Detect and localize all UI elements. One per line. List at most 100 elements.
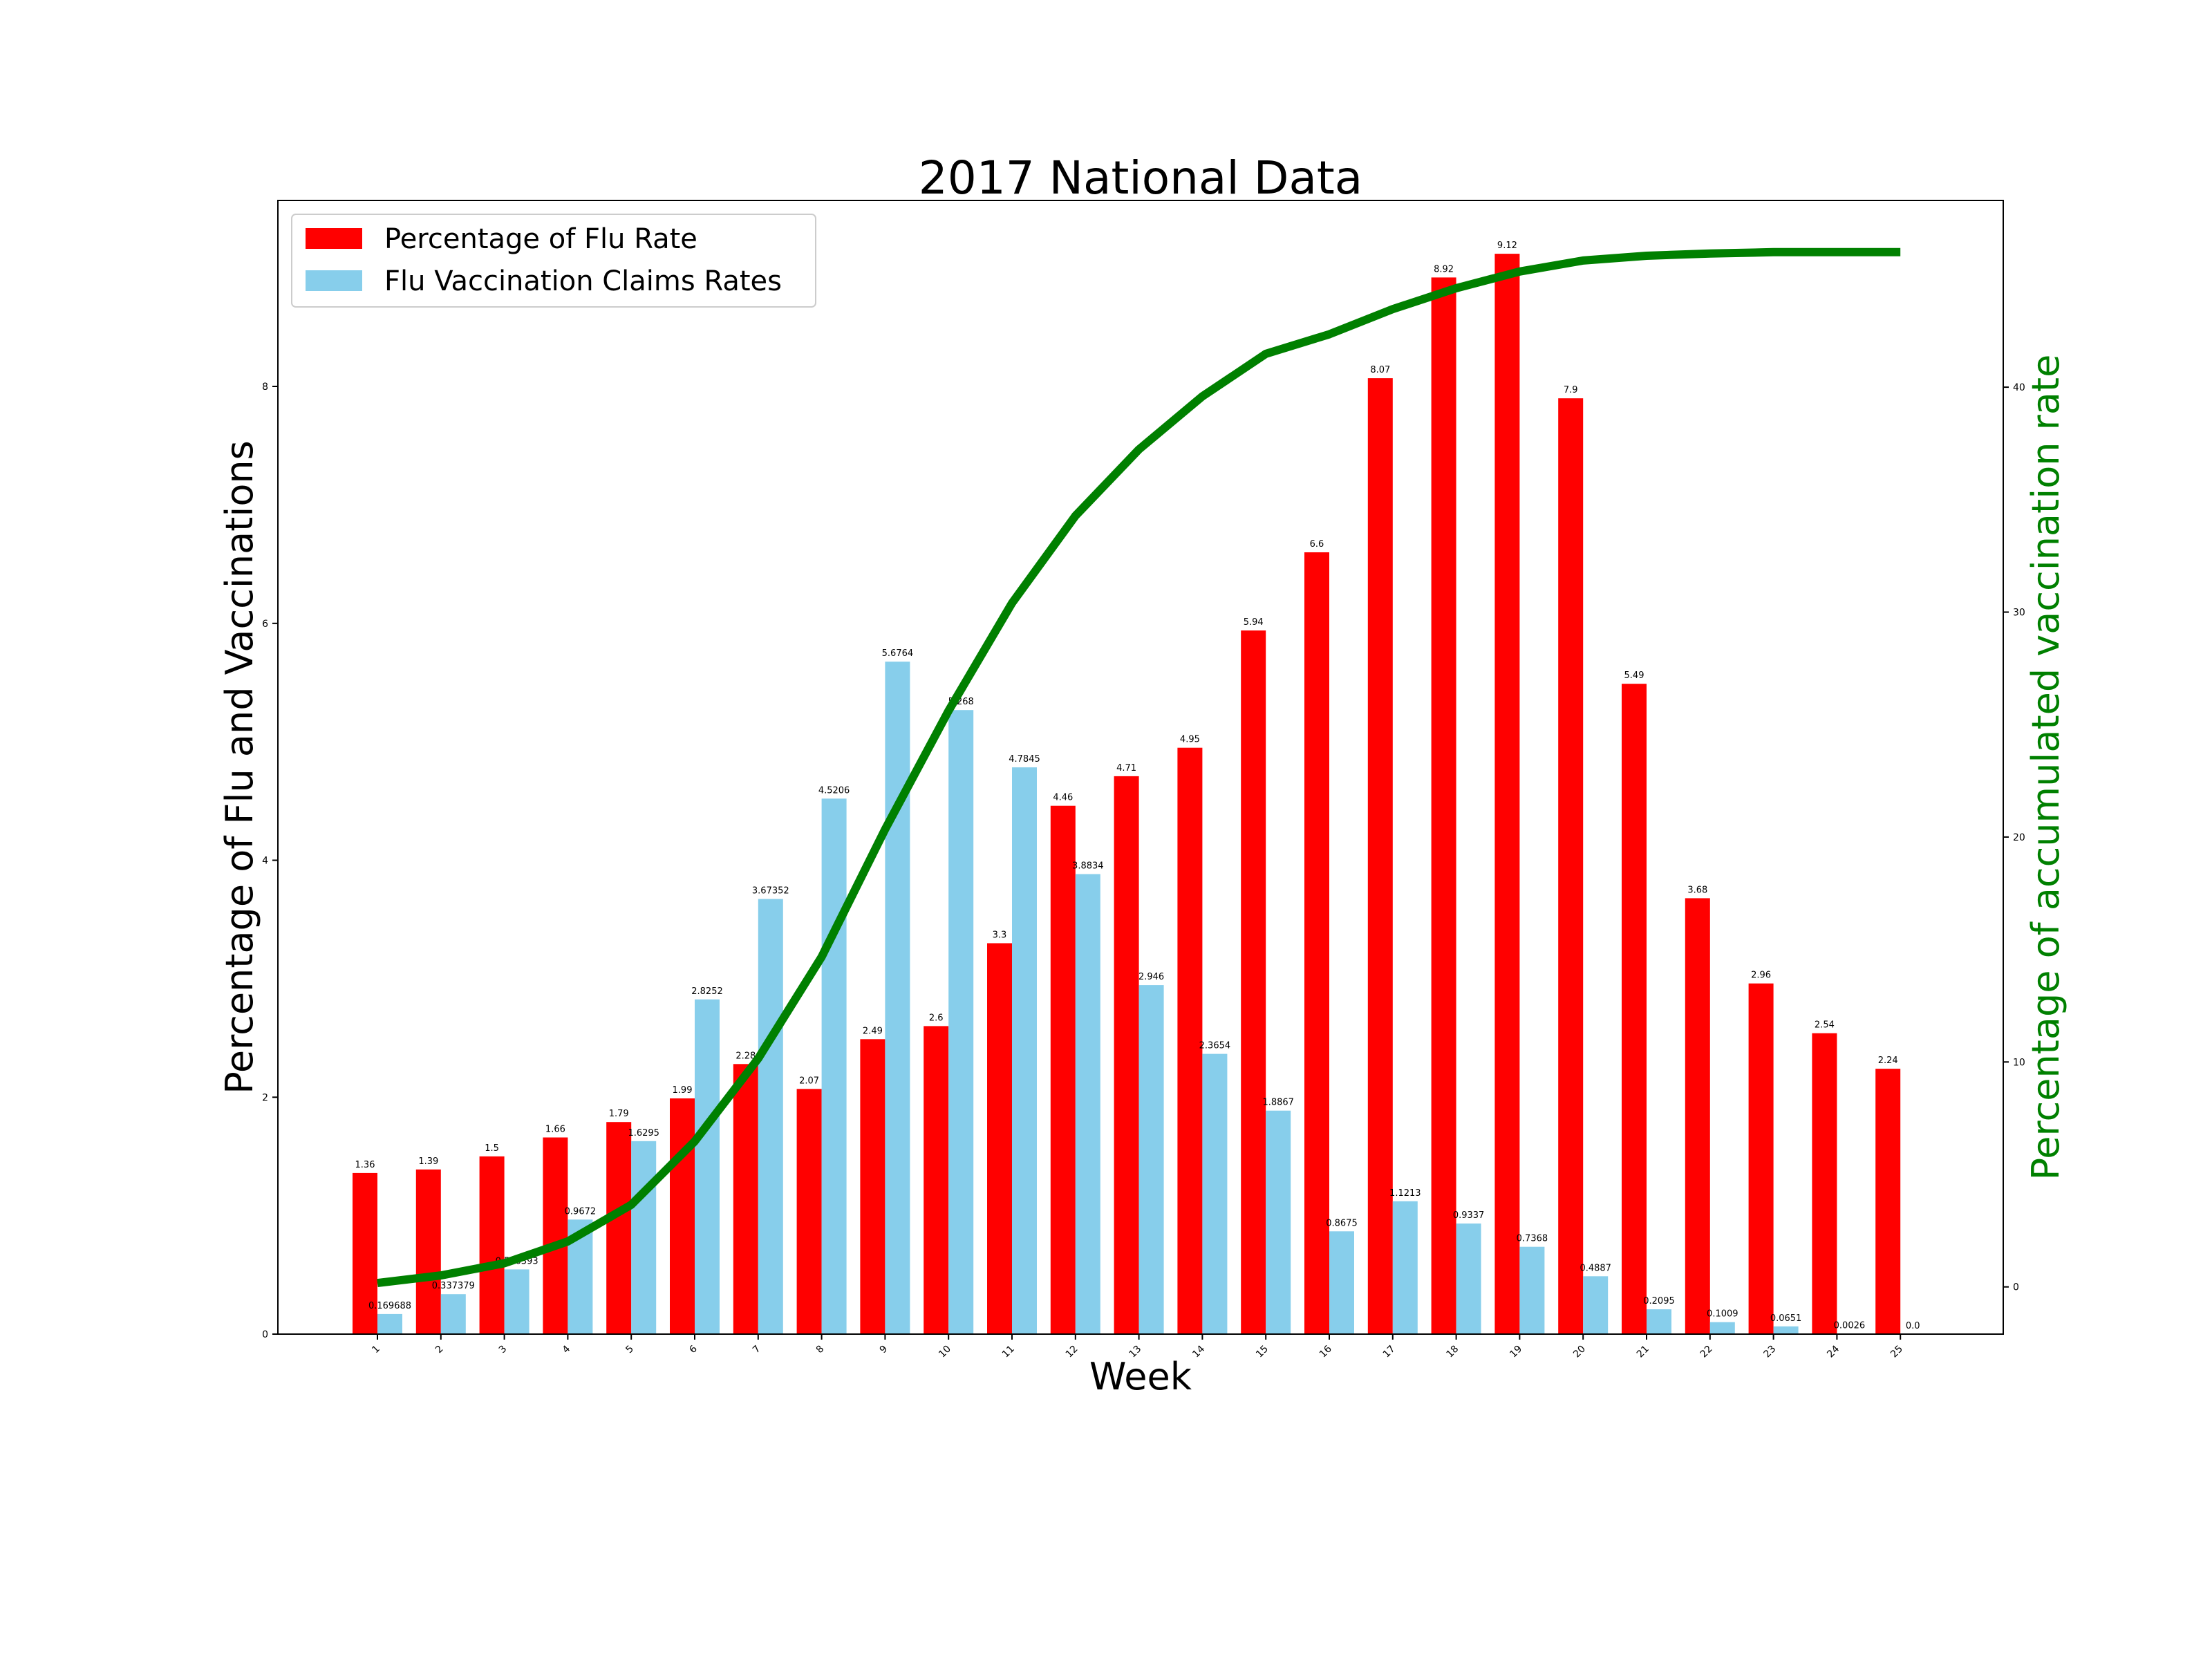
vaccination-claims-data-label: 5.6764 bbox=[882, 648, 914, 659]
vaccination-claims-data-label: 4.7845 bbox=[1009, 754, 1040, 765]
vaccination-claims-data-label: 1.1213 bbox=[1389, 1188, 1421, 1199]
flu-rate-data-label: 4.46 bbox=[1053, 793, 1073, 803]
vaccination-claims-data-label: 0.8675 bbox=[1326, 1218, 1358, 1228]
vaccination-claims-bar bbox=[1647, 1309, 1671, 1334]
vaccination-claims-data-label: 0.0026 bbox=[1834, 1321, 1866, 1331]
flu-rate-data-label: 4.71 bbox=[1116, 763, 1136, 774]
flu-rate-data-label: 3.3 bbox=[993, 930, 1007, 941]
vaccination-claims-data-label: 0.1009 bbox=[1707, 1309, 1738, 1320]
flu-rate-data-label: 1.36 bbox=[355, 1160, 375, 1170]
flu-rate-bar bbox=[924, 1026, 949, 1334]
flu-rate-data-label: 9.12 bbox=[1497, 241, 1517, 251]
flu-rate-bar bbox=[860, 1039, 885, 1334]
y-axis-label: Percentage of Flu and Vaccinations bbox=[218, 440, 261, 1094]
flu-rate-bar bbox=[987, 943, 1012, 1334]
flu-rate-data-label: 2.07 bbox=[799, 1076, 819, 1086]
vaccination-claims-bar bbox=[377, 1313, 402, 1334]
vaccination-claims-data-label: 0.4887 bbox=[1580, 1263, 1611, 1273]
flu-rate-bar bbox=[733, 1064, 758, 1334]
plot-area-frame bbox=[277, 200, 2004, 1335]
flu-rate-bar bbox=[1558, 398, 1584, 1335]
flu-rate-bar bbox=[796, 1089, 822, 1334]
vaccination-claims-bar bbox=[1075, 874, 1100, 1334]
vaccination-claims-data-label: 1.6295 bbox=[628, 1128, 659, 1138]
vaccination-claims-bar bbox=[1709, 1322, 1735, 1334]
flu-rate-data-label: 1.5 bbox=[485, 1143, 499, 1154]
flu-rate-data-label: 1.99 bbox=[673, 1085, 693, 1096]
vaccination-claims-bar bbox=[948, 710, 974, 1334]
flu-rate-data-label: 2.6 bbox=[929, 1013, 944, 1023]
flu-rate-data-label: 2.54 bbox=[1815, 1020, 1835, 1031]
flu-rate-bar bbox=[1431, 277, 1456, 1334]
vaccination-claims-bar bbox=[504, 1269, 529, 1334]
flu-rate-data-label: 4.95 bbox=[1180, 735, 1200, 745]
chart-title: 2017 National Data bbox=[919, 151, 1363, 205]
legend-frame bbox=[291, 214, 816, 308]
vaccination-claims-bar bbox=[1456, 1224, 1481, 1334]
vaccination-claims-data-label: 0.9337 bbox=[1453, 1210, 1485, 1221]
vaccination-claims-data-label: 0.7368 bbox=[1517, 1234, 1548, 1244]
flu-rate-bar bbox=[353, 1172, 377, 1334]
flu-rate-data-label: 1.66 bbox=[545, 1125, 565, 1135]
flu-rate-bar bbox=[1114, 776, 1139, 1334]
vaccination-claims-bar bbox=[1266, 1110, 1291, 1334]
legend-swatch-flu-rate bbox=[306, 228, 362, 249]
y-tick-label: 4 bbox=[262, 856, 268, 867]
flu-rate-data-label: 2.96 bbox=[1751, 971, 1771, 981]
bar-data-labels: 1.360.1696881.390.3373791.50.5463931.660… bbox=[355, 241, 1920, 1331]
legend: Percentage of Flu Rate Flu Vaccination C… bbox=[291, 214, 816, 308]
flu-rate-bar bbox=[1177, 747, 1203, 1334]
y2-tick-label: 40 bbox=[2013, 382, 2025, 393]
y-tick-label: 2 bbox=[262, 1092, 268, 1103]
vaccination-claims-bar bbox=[821, 798, 847, 1334]
flu-rate-bar bbox=[1622, 684, 1647, 1334]
vaccination-claims-data-label: 1.8867 bbox=[1262, 1098, 1294, 1108]
vaccination-claims-bar bbox=[1773, 1326, 1799, 1334]
flu-rate-bar bbox=[1494, 254, 1520, 1335]
vaccination-claims-data-label: 0.9672 bbox=[565, 1206, 597, 1217]
flu-rate-data-label: 2.24 bbox=[1878, 1056, 1898, 1066]
flu-rate-bar bbox=[415, 1169, 441, 1334]
flu-rate-bar bbox=[1685, 898, 1710, 1334]
legend-label-vaccination-claims: Flu Vaccination Claims Rates bbox=[384, 265, 782, 297]
flu-rate-bar bbox=[1875, 1069, 1901, 1334]
flu-rate-data-label: 3.68 bbox=[1687, 885, 1707, 895]
flu-rate-data-label: 7.9 bbox=[1564, 385, 1578, 395]
flu-rate-bar bbox=[479, 1156, 505, 1334]
vaccination-claims-data-label: 2.3654 bbox=[1199, 1041, 1231, 1051]
vaccination-claims-bar bbox=[885, 662, 910, 1334]
flu-rate-bar bbox=[543, 1137, 568, 1334]
vaccination-claims-bars bbox=[377, 662, 1862, 1334]
accumulated-vaccination-line bbox=[377, 247, 1901, 1288]
flu-rate-bar bbox=[1304, 552, 1329, 1334]
vaccination-claims-data-label: 0.0651 bbox=[1770, 1313, 1802, 1324]
vaccination-claims-bar bbox=[1202, 1053, 1228, 1334]
vaccination-claims-data-label: 4.5206 bbox=[818, 785, 850, 796]
vaccination-claims-data-label: 2.946 bbox=[1138, 972, 1164, 982]
y-axis-ticks: 0 2 4 6 8 bbox=[262, 382, 278, 1340]
vaccination-claims-bar bbox=[1329, 1231, 1354, 1334]
flu-rate-data-label: 2.28 bbox=[735, 1051, 756, 1061]
y-tick-label: 0 bbox=[262, 1329, 268, 1340]
vaccination-claims-data-label: 2.8252 bbox=[691, 986, 723, 997]
vaccination-claims-bar bbox=[695, 999, 720, 1334]
vaccination-claims-bar bbox=[1392, 1201, 1418, 1334]
y2-tick-label: 0 bbox=[2013, 1282, 2019, 1293]
legend-label-flu-rate: Percentage of Flu Rate bbox=[384, 223, 697, 255]
flu-rate-data-label: 2.49 bbox=[863, 1026, 883, 1036]
vaccination-claims-bar bbox=[1583, 1276, 1609, 1334]
y2-axis-ticks: 0 10 20 30 40 bbox=[2003, 382, 2025, 1293]
legend-swatch-vaccination-claims bbox=[306, 270, 362, 291]
vaccination-claims-data-label: 3.67352 bbox=[752, 886, 789, 897]
vaccination-claims-bar bbox=[1519, 1246, 1545, 1334]
y2-tick-label: 30 bbox=[2013, 608, 2025, 619]
accumulated-line-layer bbox=[377, 247, 1901, 1288]
y2-axis-label: Percentage of accumulated vaccination ra… bbox=[2024, 355, 2068, 1181]
flu-rate-bar bbox=[606, 1122, 632, 1334]
vaccination-claims-bar bbox=[1012, 767, 1037, 1334]
y2-tick-label: 20 bbox=[2013, 832, 2025, 843]
vaccination-claims-bar bbox=[758, 899, 783, 1334]
x-axis-label: Week bbox=[1089, 1355, 1192, 1398]
flu-rate-data-label: 1.39 bbox=[418, 1156, 438, 1167]
